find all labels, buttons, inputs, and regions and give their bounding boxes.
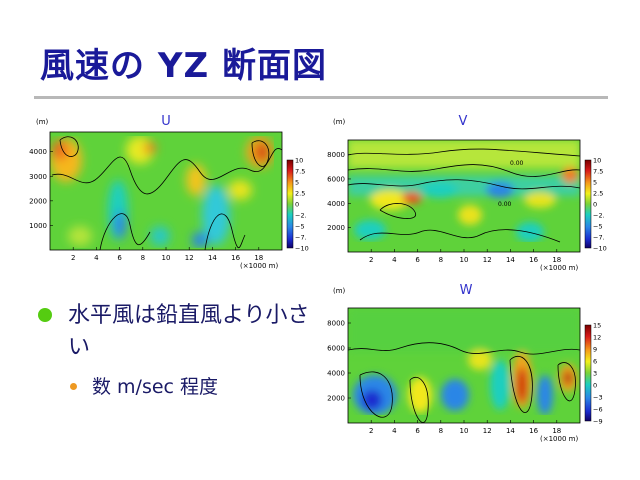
chart-v-colorbar-label-4: 0 xyxy=(593,201,597,209)
chart-w-colorbar-label-8: −9 xyxy=(593,418,603,426)
chart-u-colorbar-label-2: 5 xyxy=(295,179,299,187)
chart-v-colorbar-label-6: −5 xyxy=(593,223,603,231)
chart-v-contour-label-2: 0.00 xyxy=(498,201,512,208)
chart-w: W (m) xyxy=(327,283,602,443)
bullet-main-text: 水平風は鉛直風より小さい xyxy=(68,303,310,360)
chart-u-xtick-label-6: 14 xyxy=(208,254,217,262)
chart-w-xtick-label-8: 18 xyxy=(552,427,561,435)
chart-w-colorbar-label-6: −3 xyxy=(593,394,603,402)
chart-u-ytick-label-3: 4000 xyxy=(29,148,47,156)
chart-u-colorbar-label-0: 10 xyxy=(295,157,303,165)
chart-w-colorbar-label-5: 0 xyxy=(593,382,597,390)
chart-u-xtick-label-3: 8 xyxy=(141,254,145,262)
chart-w-xtick-label-3: 8 xyxy=(439,427,443,435)
chart-v-colorbar-label-2: 5 xyxy=(593,179,597,187)
chart-u-yticks: 1000 2000 3000 4000 xyxy=(29,148,53,230)
chart-u-colorbar-label-4: 0 xyxy=(295,201,299,209)
chart-u-ylabel: (m) xyxy=(36,118,49,126)
slide-title: 風速の YZ 断面図 xyxy=(40,46,327,86)
chart-v-colorbar-label-7: −7. xyxy=(593,234,605,242)
chart-u-colorbar-labels: 10 7.5 5 2.5 0 −2. −5 −7. −10 xyxy=(295,157,309,253)
chart-u-xtick-label-2: 6 xyxy=(117,254,122,262)
chart-w-ylabel: (m) xyxy=(333,287,346,295)
chart-u-xticks: 2 4 6 8 10 12 14 16 18 xyxy=(71,247,263,262)
chart-v-colorbar-label-8: −10 xyxy=(593,245,607,253)
bullet-sub-text: 数 m/sec 程度 xyxy=(92,376,219,398)
chart-v: V (m) xyxy=(327,114,607,272)
chart-v-colorbar-label-3: 2.5 xyxy=(593,190,603,198)
chart-v-colorbar-labels: 10 7.5 5 2.5 0 −2. −5 −7. −10 xyxy=(593,157,607,253)
chart-v-xlabel: (×1000 m) xyxy=(540,264,578,272)
sub-bullet-dot-icon xyxy=(70,383,77,390)
chart-v-xtick-label-4: 10 xyxy=(460,256,469,264)
chart-w-xtick-label-2: 6 xyxy=(415,427,420,435)
chart-w-colorbar-label-7: −6 xyxy=(593,406,603,414)
chart-w-yticks: 2000 4000 6000 8000 xyxy=(327,320,351,403)
chart-v-xtick-label-8: 18 xyxy=(552,256,561,264)
chart-u-xlabel: (×1000 m) xyxy=(240,262,278,270)
title-divider xyxy=(34,96,608,99)
chart-u-colorbar-label-7: −7. xyxy=(295,234,307,242)
chart-u-ytick-label-0: 1000 xyxy=(29,222,47,230)
chart-w-xtick-label-5: 12 xyxy=(483,427,492,435)
chart-w-colorbar-label-1: 12 xyxy=(593,334,601,342)
chart-v-contour-label-1: 0.00 xyxy=(510,160,524,167)
chart-v-xtick-label-0: 2 xyxy=(369,256,373,264)
chart-v-xtick-label-7: 16 xyxy=(529,256,538,264)
chart-w-colorbar-label-2: 9 xyxy=(593,346,597,354)
chart-w-colorbar xyxy=(584,324,592,422)
chart-v-ytick-label-2: 6000 xyxy=(327,175,345,183)
chart-u-ytick-label-1: 2000 xyxy=(29,197,47,205)
chart-v-title: V xyxy=(459,114,468,129)
chart-w-ytick-label-2: 6000 xyxy=(327,345,345,353)
chart-v-yticks: 2000 4000 6000 8000 xyxy=(327,151,351,232)
chart-v-xtick-label-2: 6 xyxy=(415,256,420,264)
chart-w-ytick-label-3: 8000 xyxy=(327,320,345,328)
chart-v-xtick-label-6: 14 xyxy=(506,256,515,264)
chart-u-title: U xyxy=(161,114,171,129)
chart-w-colorbar-label-0: 15 xyxy=(593,322,601,330)
chart-u-xtick-label-4: 10 xyxy=(162,254,171,262)
chart-w-xtick-label-7: 16 xyxy=(529,427,538,435)
chart-v-ytick-label-0: 2000 xyxy=(327,224,345,232)
chart-w-xtick-label-4: 10 xyxy=(460,427,469,435)
chart-v-colorbar-label-5: −2. xyxy=(593,212,605,220)
chart-u-colorbar-label-6: −5 xyxy=(295,223,305,231)
chart-w-xtick-label-6: 14 xyxy=(506,427,515,435)
chart-v-xtick-label-1: 4 xyxy=(392,256,397,264)
chart-u-ytick-label-2: 3000 xyxy=(29,173,47,181)
chart-v-xticks: 2 4 6 8 10 12 14 16 18 xyxy=(369,249,561,264)
chart-w-title: W xyxy=(460,283,473,298)
chart-v-ylabel: (m) xyxy=(333,118,346,126)
chart-u-colorbar xyxy=(286,159,294,249)
chart-u-colorbar-label-5: −2. xyxy=(295,212,307,220)
chart-w-colorbar-labels: 15 12 9 6 3 0 −3 −6 −9 xyxy=(593,322,603,426)
chart-w-colorbar-label-4: 3 xyxy=(593,370,597,378)
chart-v-colorbar xyxy=(584,159,592,249)
chart-w-xticks: 2 4 6 8 10 12 14 16 18 xyxy=(369,420,561,435)
chart-v-ytick-label-3: 8000 xyxy=(327,151,345,159)
chart-v-colorbar-label-0: 10 xyxy=(593,157,601,165)
bullet-dot-icon xyxy=(38,308,52,322)
chart-w-ytick-label-0: 2000 xyxy=(327,395,345,403)
chart-w-ytick-label-1: 4000 xyxy=(327,370,345,378)
chart-u-xtick-label-1: 4 xyxy=(94,254,99,262)
chart-u-colorbar-label-8: −10 xyxy=(295,245,309,253)
chart-v-ytick-label-1: 4000 xyxy=(327,200,345,208)
chart-u-colorbar-label-1: 7.5 xyxy=(295,168,305,176)
chart-u-xtick-label-7: 16 xyxy=(231,254,240,262)
chart-u-xtick-label-5: 12 xyxy=(185,254,194,262)
chart-w-colorbar-label-3: 6 xyxy=(593,358,597,366)
chart-u: U (m) xyxy=(29,114,309,270)
chart-u-xtick-label-8: 18 xyxy=(254,254,263,262)
chart-u-xtick-label-0: 2 xyxy=(71,254,75,262)
chart-w-xtick-label-0: 2 xyxy=(369,427,373,435)
chart-v-colorbar-label-1: 7.5 xyxy=(593,168,603,176)
chart-w-xlabel: (×1000 m) xyxy=(540,435,578,443)
chart-v-xtick-label-5: 12 xyxy=(483,256,492,264)
chart-v-xtick-label-3: 8 xyxy=(439,256,443,264)
chart-w-xtick-label-1: 4 xyxy=(392,427,397,435)
chart-u-colorbar-label-3: 2.5 xyxy=(295,190,305,198)
